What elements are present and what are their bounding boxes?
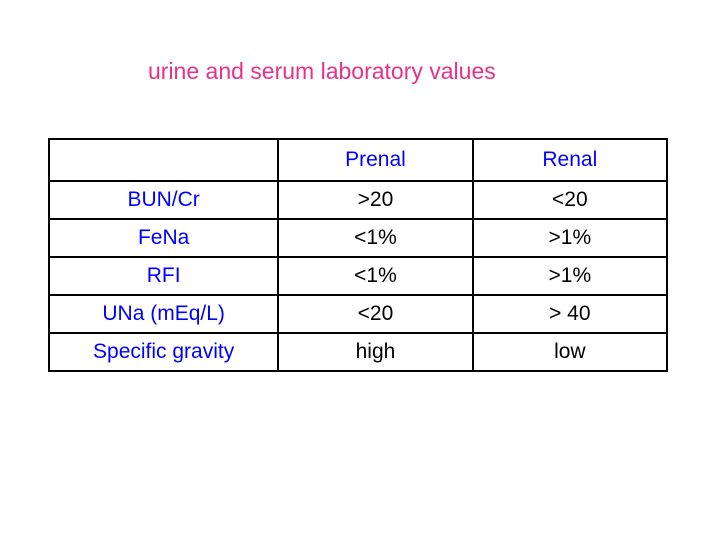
cell-value: low [473, 333, 667, 371]
row-label: RFI [49, 257, 278, 295]
row-label: BUN/Cr [49, 181, 278, 219]
table-row: Specific gravity high low [49, 333, 667, 371]
cell-value: high [278, 333, 472, 371]
header-prenal: Prenal [278, 139, 472, 181]
cell-value: <1% [278, 257, 472, 295]
cell-value: > 40 [473, 295, 667, 333]
cell-value: <20 [473, 181, 667, 219]
lab-values-table: Prenal Renal BUN/Cr >20 <20 FeNa <1% >1%… [48, 138, 668, 372]
header-empty [49, 139, 278, 181]
header-renal: Renal [473, 139, 667, 181]
row-label: FeNa [49, 219, 278, 257]
row-label: Specific gravity [49, 333, 278, 371]
row-label: UNa (mEq/L) [49, 295, 278, 333]
lab-values-table-container: Prenal Renal BUN/Cr >20 <20 FeNa <1% >1%… [48, 138, 668, 372]
cell-value: >20 [278, 181, 472, 219]
cell-value: >1% [473, 257, 667, 295]
cell-value: >1% [473, 219, 667, 257]
page-title: urine and serum laboratory values [148, 58, 496, 85]
table-row: BUN/Cr >20 <20 [49, 181, 667, 219]
table-row: RFI <1% >1% [49, 257, 667, 295]
cell-value: <20 [278, 295, 472, 333]
table-row: UNa (mEq/L) <20 > 40 [49, 295, 667, 333]
table-row: FeNa <1% >1% [49, 219, 667, 257]
cell-value: <1% [278, 219, 472, 257]
table-header-row: Prenal Renal [49, 139, 667, 181]
